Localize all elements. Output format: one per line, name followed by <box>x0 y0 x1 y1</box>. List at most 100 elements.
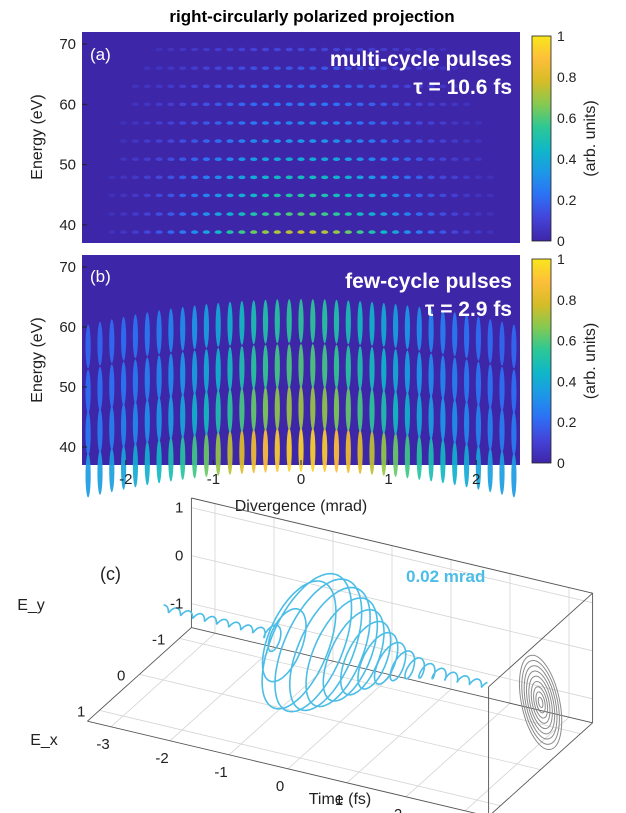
y-tick-label: 50 <box>59 157 76 174</box>
grid-line <box>191 627 593 724</box>
panel-c-label: (c) <box>100 564 121 584</box>
fringe-stripe <box>192 392 198 437</box>
panel-c-ticks: -3-2-1012310-110-1 <box>77 500 402 813</box>
fringe-stripe <box>369 388 375 433</box>
harmonic-spot <box>143 212 151 216</box>
harmonic-spot <box>226 121 234 125</box>
harmonic-spot <box>380 212 388 216</box>
harmonic-spot <box>202 84 210 89</box>
harmonic-spot <box>285 193 293 198</box>
harmonic-spot <box>261 193 270 198</box>
harmonic-spot <box>273 102 281 107</box>
harmonic-spot <box>250 84 258 89</box>
harmonic-spot <box>427 47 435 52</box>
harmonic-spot <box>439 121 447 125</box>
harmonic-spot <box>167 84 175 89</box>
harmonic-spot <box>332 157 341 161</box>
harmonic-spot <box>131 102 139 107</box>
harmonic-spot <box>261 157 270 161</box>
colorbar-tick-label: 1 <box>557 28 565 44</box>
y-tick-label: 60 <box>59 319 76 336</box>
harmonic-spot <box>356 121 364 125</box>
panel-c-box <box>87 497 594 813</box>
fringe-stripe <box>428 437 434 482</box>
harmonic-spot <box>179 66 187 70</box>
fringe-stripe <box>132 314 138 359</box>
harmonic-spot <box>155 66 163 70</box>
fringe-stripe <box>511 324 517 369</box>
harmonic-spot <box>261 175 270 180</box>
grid-line <box>191 507 593 604</box>
grid-line <box>179 638 581 734</box>
harmonic-spot <box>155 84 163 89</box>
harmonic-spot <box>238 193 246 198</box>
fringe-stripe <box>156 397 162 442</box>
harmonic-spot <box>427 230 435 234</box>
fringe-stripe <box>156 355 162 400</box>
fringe-stripe <box>132 359 138 404</box>
harmonic-spot <box>344 230 352 234</box>
harmonic-spot <box>261 121 270 125</box>
harmonic-spot <box>463 139 471 143</box>
fringe-stripe <box>357 430 363 474</box>
harmonic-spot <box>202 47 210 52</box>
harmonic-spot <box>486 230 494 234</box>
harmonic-spot <box>392 212 400 216</box>
ey-tick-label: -1 <box>170 596 183 613</box>
grid-line <box>87 720 477 813</box>
fringe-stripe <box>262 428 269 473</box>
harmonic-spot <box>273 47 281 52</box>
time-tick-label: 2 <box>394 806 402 813</box>
harmonic-spot <box>344 193 352 198</box>
harmonic-spot <box>344 102 352 107</box>
harmonic-spot <box>167 47 175 52</box>
harmonic-spot <box>202 175 210 180</box>
harmonic-spot <box>403 157 411 161</box>
harmonic-spot <box>415 121 423 125</box>
harmonic-spot <box>202 212 210 216</box>
fringe-stripe <box>144 357 150 402</box>
fringe-stripe <box>416 306 422 351</box>
time-tick-label: -3 <box>96 736 109 753</box>
fringe-stripe <box>452 312 458 357</box>
fringe-stripe <box>215 302 221 347</box>
harmonic-spot <box>463 102 471 107</box>
harmonic-spot <box>403 66 411 70</box>
fringe-stripe <box>333 299 340 344</box>
harmonic-spot <box>309 66 317 70</box>
harmonic-spot <box>179 175 187 180</box>
harmonic-spot <box>108 212 116 216</box>
harmonic-spot <box>439 66 447 70</box>
panel-c: (c) 0.02 mrad -3-2-1012310-110-1 Time (f… <box>17 497 594 813</box>
fringe-stripe <box>369 346 375 391</box>
harmonic-spot <box>214 121 222 125</box>
harmonic-spot <box>191 230 199 234</box>
harmonic-spot <box>273 157 281 161</box>
harmonic-spot <box>451 212 459 216</box>
harmonic-spot <box>179 102 187 107</box>
fringe-stripe <box>97 408 103 453</box>
time-tick-label: -1 <box>214 764 227 781</box>
fringe-stripe <box>322 428 328 473</box>
harmonic-spot <box>285 66 293 70</box>
harmonic-spot <box>285 212 293 216</box>
fringe-stripe <box>274 386 280 431</box>
harmonic-spot <box>403 175 411 180</box>
fringe-stripe <box>239 388 245 432</box>
harmonic-spot <box>238 47 246 52</box>
harmonic-spot <box>214 139 222 143</box>
fringe-stripe <box>227 430 233 475</box>
field-trace-line <box>163 572 489 713</box>
fringe-stripe <box>262 299 269 344</box>
harmonic-spot <box>344 84 352 89</box>
harmonic-spot <box>191 66 199 70</box>
harmonic-spot <box>297 47 305 52</box>
harmonic-spot <box>439 139 447 143</box>
y-tick-label: 40 <box>59 217 76 234</box>
x-tick-label: -2 <box>119 471 132 488</box>
panel-b: (b) few-cycle pulses τ = 2.9 fs 40 50 60 70… <box>29 251 599 515</box>
fringe-stripe <box>511 453 517 498</box>
harmonic-spot <box>143 175 151 180</box>
projection-ring <box>526 670 556 735</box>
colorbar-tick-label: 0.4 <box>557 151 577 167</box>
